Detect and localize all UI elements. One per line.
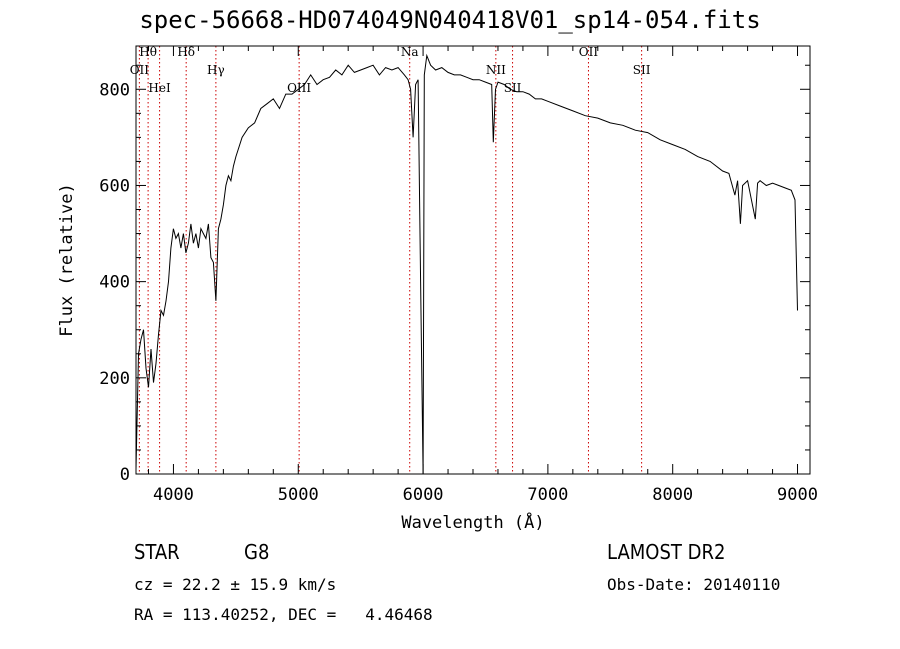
- y-axis-label: Flux (relative): [57, 183, 77, 337]
- line-label-3: Hδ: [177, 45, 195, 59]
- y-tick-label-2: 400: [99, 273, 130, 293]
- line-label-6: Na: [401, 45, 419, 59]
- y-tick-label-0: 0: [120, 465, 130, 485]
- x-axis-label: Wavelength (Å): [401, 511, 544, 533]
- survey-name: LAMOST DR2: [607, 540, 726, 564]
- object-subclass: G8: [244, 540, 270, 564]
- line-label-10: SII: [633, 63, 651, 77]
- line-label-1: OII: [130, 63, 150, 77]
- coordinates: RA = 113.40252, DEC = 4.46468: [134, 605, 433, 624]
- y-axis: 0 200 400 600 800: [99, 64, 810, 485]
- line-label-4: Hγ: [207, 63, 225, 77]
- x-tick-label-4: 8000: [652, 485, 693, 505]
- x-tick-label-3: 7000: [527, 485, 568, 505]
- line-label-8: SII: [504, 81, 522, 95]
- x-tick-label-1: 5000: [278, 485, 319, 505]
- object-class: STAR: [134, 540, 180, 564]
- x-tick-label-0: 4000: [153, 485, 194, 505]
- x-tick-label-5: 9000: [777, 485, 818, 505]
- spectrum-line: [135, 53, 798, 475]
- line-label-7: NII: [486, 63, 506, 77]
- x-tick-label-2: 6000: [403, 485, 444, 505]
- plot-frame: [135, 45, 811, 475]
- y-tick-label-4: 800: [99, 80, 130, 100]
- x-axis: 4000 5000 6000 7000 8000 9000: [147, 46, 818, 505]
- chart-title: spec-56668-HD074049N040418V01_sp14-054.f…: [139, 6, 761, 34]
- obs-date: Obs-Date: 20140110: [607, 575, 781, 594]
- spectrum-layer: [135, 53, 798, 475]
- redshift-readout: cz = 22.2 ± 15.9 km/s: [134, 575, 337, 594]
- line-label-0: Hθ: [139, 45, 157, 59]
- y-tick-label-3: 600: [99, 176, 130, 196]
- y-tick-label-1: 200: [99, 369, 130, 389]
- line-label-9: OII: [579, 45, 599, 59]
- line-label-2: HeI: [148, 81, 171, 95]
